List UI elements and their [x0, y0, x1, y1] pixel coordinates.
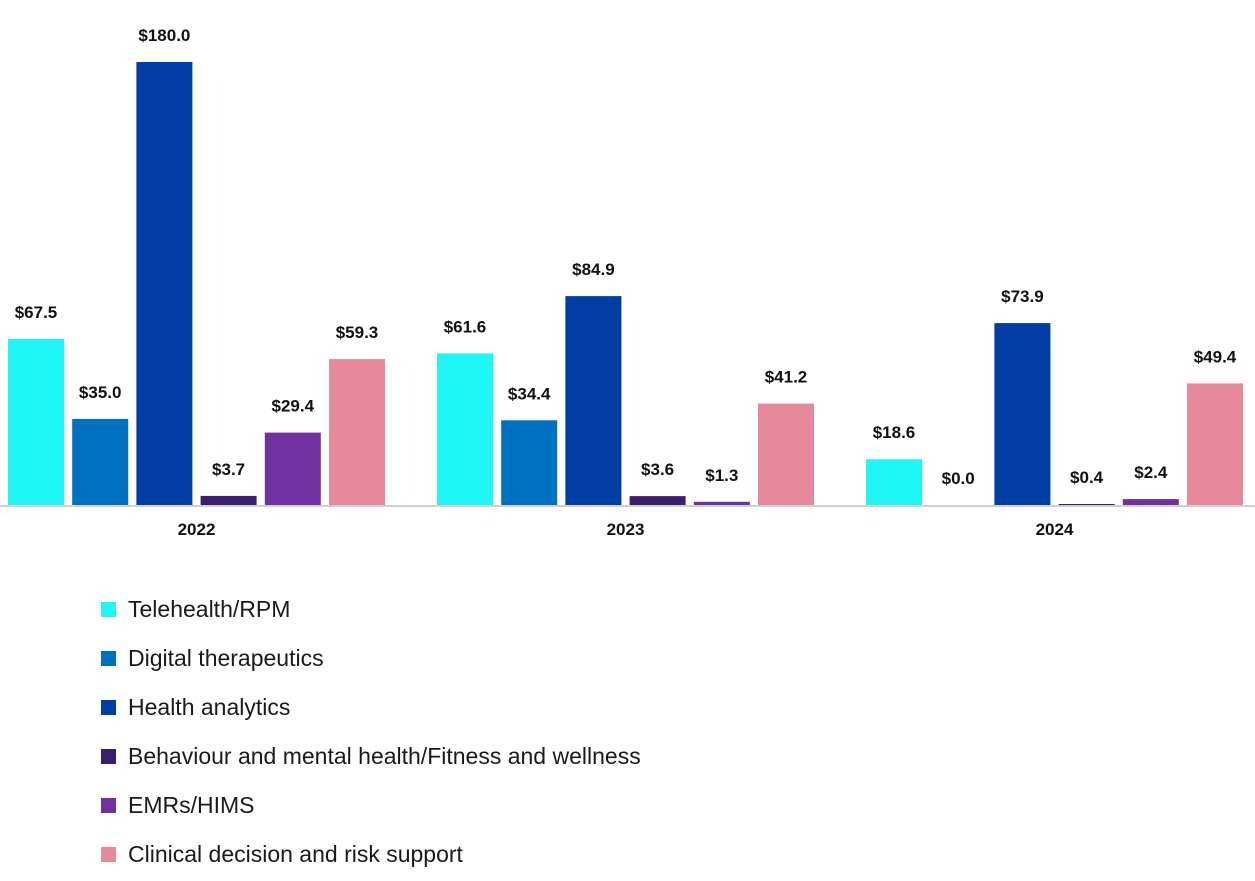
value-labels-group: $67.5 $35.0 $180.0 $3.7 $29.4 $59.3 $61.6 $34.4… — [15, 26, 1237, 488]
legend-swatch — [101, 700, 116, 715]
bars-group — [8, 62, 1243, 505]
bar-2023-digital-therapeutics — [501, 420, 558, 505]
legend-label: Health analytics — [128, 694, 291, 720]
bar-2022-clinical-decision-and-risk-support — [329, 359, 385, 505]
legend: Telehealth/RPM Digital therapeutics Health… — [101, 585, 641, 879]
value-label-2024-emrs-hims: $2.4 — [1134, 463, 1168, 482]
value-label-2024-clinical-decision-and-risk-support: $49.4 — [1194, 347, 1237, 366]
x-tick-label-2022: 2022 — [178, 520, 216, 539]
bar-2022-telehealth-rpm — [8, 338, 64, 505]
legend-label: Behaviour and mental health/Fitness and … — [128, 743, 641, 769]
legend-item-digital-therapeutics: Digital therapeutics — [101, 634, 641, 683]
legend-label: Digital therapeutics — [128, 645, 324, 671]
bar-2024-behaviour-and-mental-health-fitness-and-wellness — [1058, 504, 1115, 505]
legend-item-behaviour-and-mental-health-fitness-and-wellness: Behaviour and mental health/Fitness and … — [101, 732, 641, 781]
bar-2023-telehealth-rpm — [437, 353, 493, 505]
value-label-2024-digital-therapeutics: $0.0 — [942, 469, 975, 488]
legend-item-clinical-decision-and-risk-support: Clinical decision and risk support — [101, 830, 641, 879]
bar-2023-emrs-hims — [693, 501, 750, 505]
bar-2024-telehealth-rpm — [866, 459, 922, 505]
value-label-2022-emrs-hims: $29.4 — [272, 397, 315, 416]
value-label-2023-behaviour-and-mental-health-fitness-and-wellness: $3.6 — [641, 460, 674, 479]
x-tick-label-2024: 2024 — [1036, 520, 1074, 539]
bar-2023-behaviour-and-mental-health-fitness-and-wellness — [629, 496, 686, 505]
bar-2023-health-analytics — [565, 296, 622, 505]
bar-2022-health-analytics — [136, 62, 193, 505]
value-label-2022-clinical-decision-and-risk-support: $59.3 — [336, 323, 379, 342]
legend-label: EMRs/HIMS — [128, 792, 255, 818]
value-label-2022-behaviour-and-mental-health-fitness-and-wellness: $3.7 — [212, 460, 245, 479]
bar-2022-digital-therapeutics — [72, 418, 129, 505]
value-label-2022-telehealth-rpm: $67.5 — [15, 303, 58, 322]
legend-label: Clinical decision and risk support — [128, 841, 463, 867]
legend-item-telehealth-rpm: Telehealth/RPM — [101, 585, 641, 634]
value-label-2023-emrs-hims: $1.3 — [705, 466, 738, 485]
legend-label: Telehealth/RPM — [128, 596, 291, 622]
value-label-2023-clinical-decision-and-risk-support: $41.2 — [765, 368, 808, 387]
legend-swatch — [101, 602, 116, 617]
value-label-2024-health-analytics: $73.9 — [1001, 287, 1044, 306]
value-label-2022-digital-therapeutics: $35.0 — [79, 383, 122, 402]
bar-2024-emrs-hims — [1122, 499, 1179, 505]
legend-item-health-analytics: Health analytics — [101, 683, 641, 732]
legend-swatch — [101, 749, 116, 764]
bar-2024-clinical-decision-and-risk-support — [1187, 383, 1243, 505]
value-label-2023-health-analytics: $84.9 — [572, 260, 615, 279]
category-labels-group: 2022 2023 2024 — [178, 520, 1074, 539]
value-label-2023-telehealth-rpm: $61.6 — [444, 317, 487, 336]
bar-2023-clinical-decision-and-risk-support — [758, 403, 814, 505]
value-label-2023-digital-therapeutics: $34.4 — [508, 384, 551, 403]
bar-2022-behaviour-and-mental-health-fitness-and-wellness — [200, 495, 257, 505]
value-label-2024-behaviour-and-mental-health-fitness-and-wellness: $0.4 — [1070, 468, 1104, 487]
value-label-2022-health-analytics: $180.0 — [138, 26, 190, 45]
bar-2024-health-analytics — [994, 323, 1051, 505]
legend-swatch — [101, 651, 116, 666]
bar-2022-emrs-hims — [264, 432, 321, 505]
legend-item-emrs-hims: EMRs/HIMS — [101, 781, 641, 830]
legend-swatch — [101, 847, 116, 862]
bar-chart: $67.5 $35.0 $180.0 $3.7 $29.4 $59.3 $61.6 $34.4… — [0, 26, 1255, 539]
x-tick-label-2023: 2023 — [607, 520, 645, 539]
value-label-2024-telehealth-rpm: $18.6 — [873, 423, 916, 442]
legend-swatch — [101, 798, 116, 813]
